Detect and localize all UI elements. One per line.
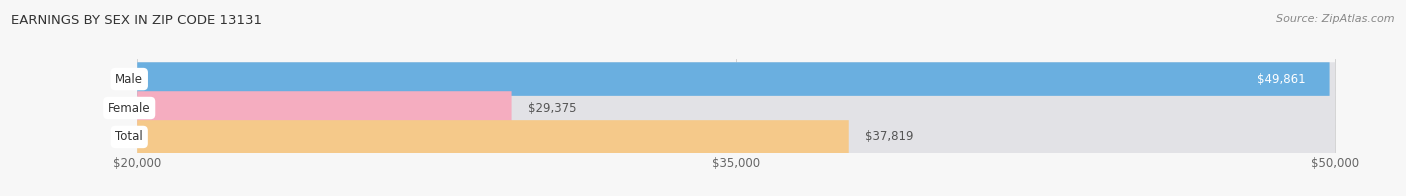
FancyBboxPatch shape <box>138 62 1330 96</box>
Text: Source: ZipAtlas.com: Source: ZipAtlas.com <box>1277 14 1395 24</box>
Text: $37,819: $37,819 <box>865 131 914 143</box>
FancyBboxPatch shape <box>138 91 512 125</box>
Text: $29,375: $29,375 <box>527 102 576 114</box>
Text: Total: Total <box>115 131 143 143</box>
Text: Male: Male <box>115 73 143 86</box>
FancyBboxPatch shape <box>138 120 849 154</box>
Text: EARNINGS BY SEX IN ZIP CODE 13131: EARNINGS BY SEX IN ZIP CODE 13131 <box>11 14 263 27</box>
FancyBboxPatch shape <box>138 62 1336 96</box>
FancyBboxPatch shape <box>138 120 1336 154</box>
Text: Female: Female <box>108 102 150 114</box>
FancyBboxPatch shape <box>138 91 1336 125</box>
Text: $49,861: $49,861 <box>1257 73 1306 86</box>
